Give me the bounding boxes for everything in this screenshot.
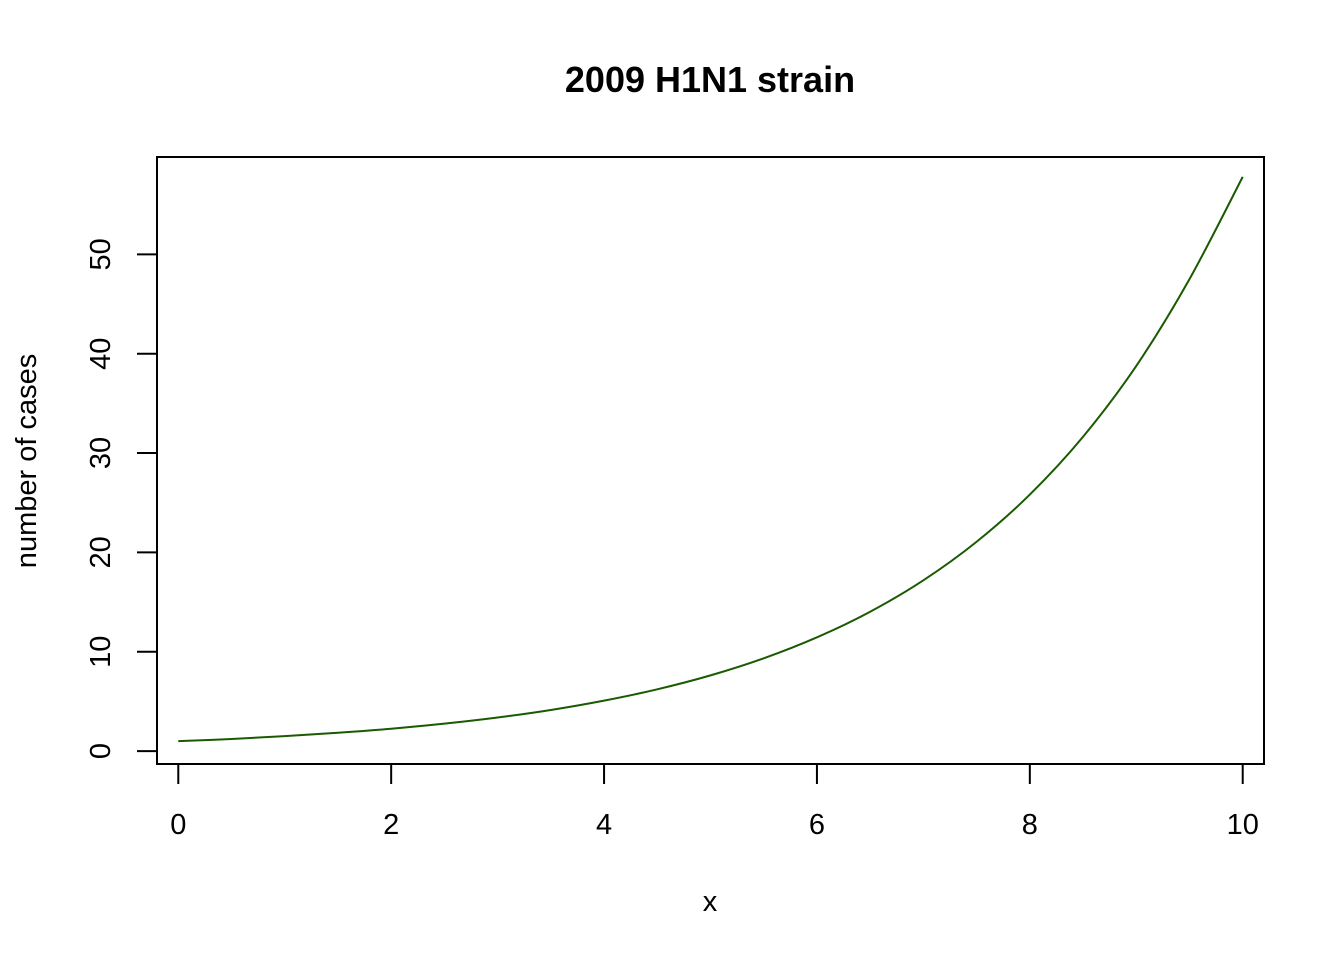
- chart-title: 2009 H1N1 strain: [565, 59, 855, 100]
- x-axis: 0 2 4 6 8 10: [170, 763, 1259, 841]
- y-tick-label: 20: [85, 536, 117, 568]
- y-tick-label: 10: [85, 636, 117, 668]
- y-axis-label: number of cases: [11, 354, 43, 568]
- y-tick-label: 50: [85, 238, 117, 270]
- x-tick-label: 10: [1227, 809, 1259, 841]
- x-tick-label: 6: [809, 809, 825, 841]
- series-line-1: [178, 176, 1244, 743]
- plot-frame: [156, 156, 1265, 765]
- y-axis: 0 10 20 30 40 50: [85, 238, 158, 759]
- y-tick-label: 40: [85, 338, 117, 370]
- x-tick-label: 2: [383, 809, 399, 841]
- series-layer: [178, 176, 1244, 743]
- y-tick-label: 30: [85, 437, 117, 469]
- x-tick-label: 4: [596, 809, 612, 841]
- x-axis-label: x: [703, 886, 718, 918]
- x-tick-label: 0: [170, 809, 186, 841]
- y-tick-label: 0: [85, 743, 117, 759]
- x-tick-label: 8: [1022, 809, 1038, 841]
